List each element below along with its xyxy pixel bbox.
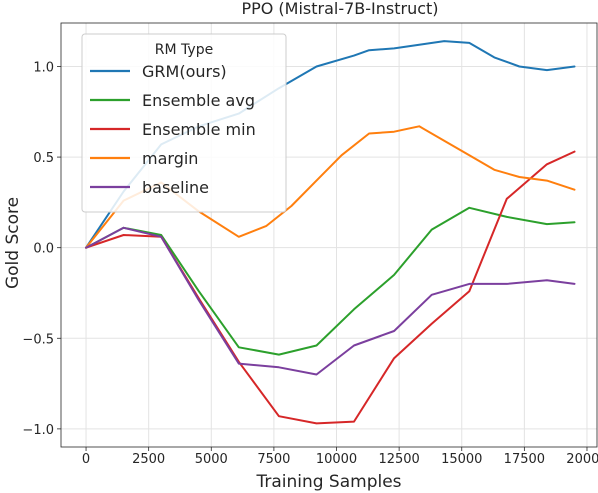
legend-entry: margin: [142, 149, 198, 168]
x-tick-label: 7500: [257, 452, 290, 467]
grid: [61, 23, 597, 447]
x-tick-label: 10000: [316, 452, 357, 467]
x-tick-label: 5000: [195, 452, 228, 467]
legend-entry: Ensemble min: [142, 120, 256, 139]
axes: [57, 22, 598, 451]
y-tick-label: 1.0: [33, 60, 54, 75]
legend-title: RM Type: [155, 42, 213, 58]
legend-entry: Ensemble avg: [142, 91, 255, 110]
y-tick-label: 0.0: [33, 242, 54, 257]
y-tick-label: 0.5: [33, 151, 54, 166]
series-lines: [85, 40, 576, 425]
x-tick-label: 12500: [378, 452, 419, 467]
tick-labels: 0 2500 5000 7500 10000 12500 15000 17500 20000 −1…: [22, 60, 598, 467]
plot-frame: [60, 22, 598, 448]
y-tick-label: −1.0: [22, 423, 54, 438]
x-tick-label: 2500: [132, 452, 165, 467]
x-tick-label: 20000: [566, 452, 598, 467]
legend-entry: GRM(ours): [142, 62, 227, 81]
chart-title: PPO (Mistral-7B-Instruct): [241, 0, 438, 18]
y-axis-label: Gold Score: [3, 197, 23, 289]
y-tick-label: −0.5: [22, 332, 54, 347]
x-tick-label: 0: [82, 452, 90, 467]
legend: RM Type GRM(ours) Ensemble avg Ensemble min…: [81, 33, 287, 213]
series-line-ensemble-avg: [85, 206, 576, 356]
x-tick-label: 17500: [504, 452, 545, 467]
legend-entry: baseline: [142, 178, 209, 197]
x-axis-label: Training Samples: [255, 472, 401, 492]
x-tick-label: 15000: [441, 452, 482, 467]
series-line-baseline: [85, 226, 576, 376]
legend-box: [81, 33, 287, 213]
